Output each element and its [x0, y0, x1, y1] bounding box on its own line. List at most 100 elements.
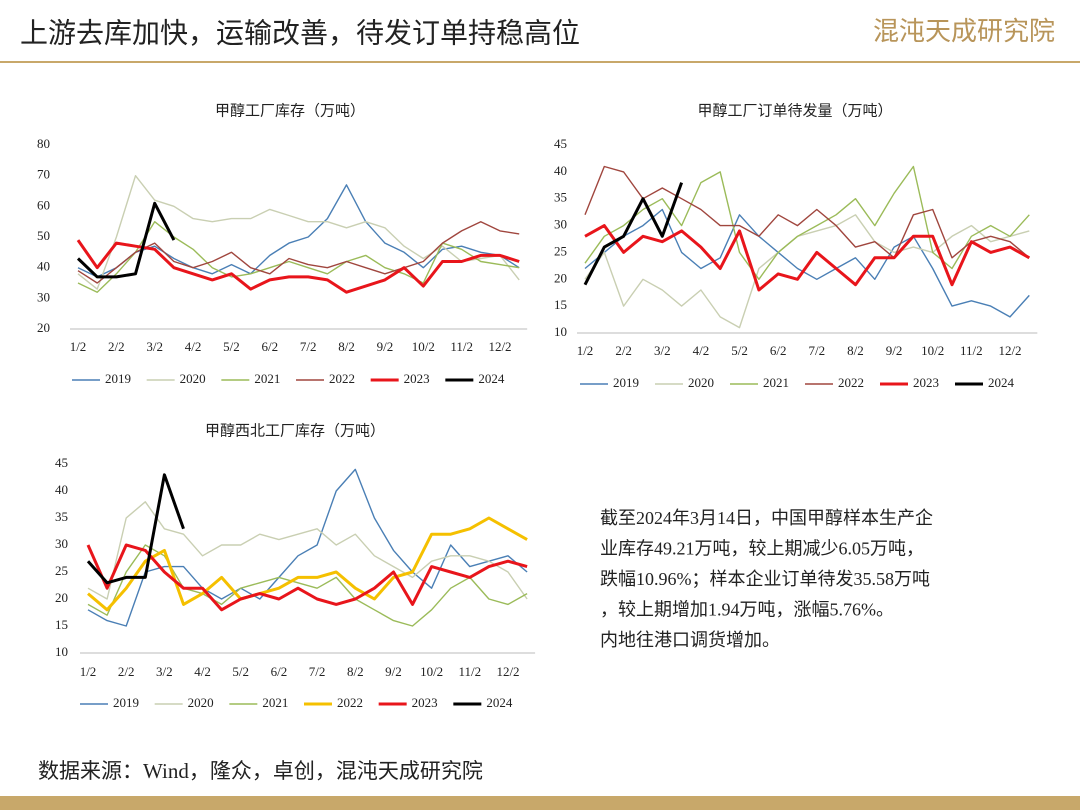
- x-tick-label: 12/2: [488, 339, 511, 354]
- y-tick-label: 70: [37, 167, 50, 182]
- series-line: [87, 516, 528, 612]
- series-line: [584, 208, 1030, 318]
- legend-label: 2022: [329, 371, 355, 386]
- x-tick-label: 3/2: [156, 664, 173, 679]
- series-line: [77, 221, 520, 293]
- x-tick-label: 4/2: [185, 339, 202, 354]
- series-line: [87, 468, 528, 627]
- legend-label: 2019: [113, 695, 139, 710]
- legend-label: 2019: [613, 375, 639, 390]
- legend-label: 2021: [262, 695, 288, 710]
- y-tick-label: 45: [554, 136, 567, 151]
- x-tick-label: 11/2: [458, 664, 481, 679]
- series-line: [87, 544, 528, 627]
- x-tick-label: 10/2: [412, 339, 435, 354]
- series-line: [584, 165, 1030, 259]
- y-tick-label: 40: [37, 259, 50, 274]
- x-tick-label: 12/2: [998, 343, 1021, 358]
- series-line: [584, 224, 1031, 292]
- y-tick-label: 35: [55, 509, 68, 524]
- x-tick-label: 2/2: [615, 343, 632, 358]
- y-tick-label: 15: [554, 297, 567, 312]
- x-tick-label: 9/2: [886, 343, 903, 358]
- x-tick-label: 9/2: [385, 664, 402, 679]
- x-tick-label: 5/2: [731, 343, 748, 358]
- legend-label: 2024: [486, 695, 513, 710]
- y-tick-label: 60: [37, 197, 50, 212]
- series-line: [87, 501, 528, 600]
- x-tick-label: 6/2: [770, 343, 787, 358]
- x-tick-label: 1/2: [80, 664, 97, 679]
- legend-label: 2021: [763, 375, 789, 390]
- x-tick-label: 4/2: [693, 343, 710, 358]
- y-tick-label: 30: [37, 289, 50, 304]
- legend-label: 2023: [404, 371, 430, 386]
- series-line: [77, 221, 520, 284]
- x-tick-label: 9/2: [377, 339, 394, 354]
- chart-title: 甲醇工厂订单待发量（万吨）: [697, 102, 892, 119]
- legend-label: 2022: [838, 375, 864, 390]
- x-tick-label: 8/2: [847, 343, 864, 358]
- x-tick-label: 1/2: [577, 343, 594, 358]
- y-tick-label: 30: [554, 217, 567, 232]
- legend-label: 2023: [913, 375, 939, 390]
- x-tick-label: 10/2: [420, 664, 443, 679]
- note-line: 内地往港口调货增加。: [600, 630, 780, 650]
- x-tick-label: 1/2: [70, 339, 87, 354]
- legend-label: 2020: [188, 695, 214, 710]
- x-tick-label: 12/2: [496, 664, 519, 679]
- legend-label: 2019: [105, 371, 131, 386]
- y-tick-label: 10: [554, 324, 567, 339]
- series-line: [76, 201, 176, 279]
- note-line: ，较上期增加1.94万吨，涨幅5.76%。: [600, 600, 894, 620]
- x-tick-label: 6/2: [262, 339, 279, 354]
- series-line: [584, 165, 1030, 280]
- x-tick-label: 8/2: [347, 664, 364, 679]
- x-tick-label: 2/2: [108, 339, 125, 354]
- y-tick-label: 20: [55, 590, 68, 605]
- legend-label: 2024: [988, 375, 1015, 390]
- chart-title: 甲醇西北工厂库存（万吨）: [205, 422, 385, 439]
- x-tick-label: 11/2: [960, 343, 983, 358]
- footer-bar: [0, 796, 1080, 810]
- x-tick-label: 4/2: [194, 664, 211, 679]
- legend-label: 2022: [337, 695, 363, 710]
- legend-label: 2024: [478, 371, 505, 386]
- x-tick-label: 6/2: [271, 664, 288, 679]
- x-tick-label: 7/2: [809, 343, 826, 358]
- note-line: 业库存49.21万吨，较上期减少6.05万吨，: [600, 539, 924, 559]
- series-line: [76, 239, 520, 294]
- y-tick-label: 35: [554, 190, 567, 205]
- x-tick-label: 7/2: [309, 664, 326, 679]
- y-tick-label: 30: [55, 536, 68, 551]
- series-line: [86, 543, 528, 612]
- x-tick-label: 3/2: [654, 343, 671, 358]
- x-tick-label: 5/2: [232, 664, 249, 679]
- y-tick-label: 40: [55, 482, 68, 497]
- x-tick-label: 3/2: [146, 339, 163, 354]
- chart-title: 甲醇工厂库存（万吨）: [215, 102, 365, 119]
- legend-label: 2020: [180, 371, 206, 386]
- series-line: [77, 184, 520, 278]
- series-line: [86, 473, 185, 585]
- x-tick-label: 8/2: [338, 339, 355, 354]
- x-tick-label: 5/2: [223, 339, 240, 354]
- y-tick-label: 20: [37, 320, 50, 335]
- note-line: 截至2024年3月14日，中国甲醇样本生产企: [600, 508, 933, 528]
- y-tick-label: 45: [55, 455, 68, 470]
- y-tick-label: 20: [554, 270, 567, 285]
- y-tick-label: 80: [37, 136, 50, 151]
- series-line: [583, 182, 684, 286]
- series-line: [77, 175, 520, 290]
- x-tick-label: 11/2: [450, 339, 473, 354]
- y-tick-label: 50: [37, 228, 50, 243]
- x-tick-label: 2/2: [118, 664, 135, 679]
- legend-label: 2021: [254, 371, 280, 386]
- source: 数据来源：Wind，隆众，卓创，混沌天成研究院: [38, 759, 483, 783]
- logo: 混沌天成研究院: [873, 17, 1055, 46]
- y-tick-label: 25: [55, 563, 68, 578]
- y-tick-label: 25: [554, 243, 567, 258]
- series-line: [584, 214, 1030, 329]
- note-line: 跌幅10.96%；样本企业订单待发35.58万吨: [600, 569, 930, 589]
